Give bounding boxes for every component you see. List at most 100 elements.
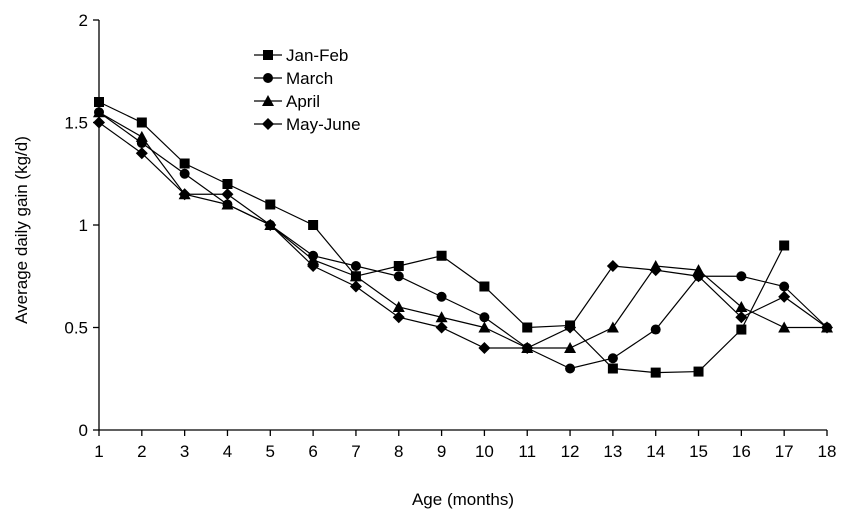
y-tick-label: 0.5 bbox=[64, 319, 88, 338]
x-tick-label: 15 bbox=[689, 442, 708, 461]
data-point-jan-feb bbox=[136, 117, 147, 128]
data-point-april bbox=[392, 301, 405, 312]
data-point-april bbox=[221, 198, 234, 210]
x-tick-label: 10 bbox=[475, 442, 494, 461]
data-point-may-june bbox=[93, 116, 105, 129]
series-jan-feb bbox=[94, 97, 790, 378]
data-point-may-june bbox=[564, 321, 577, 334]
data-point-jan-feb bbox=[265, 199, 276, 210]
data-point-may-june bbox=[264, 219, 277, 231]
x-axis-title: Age (months) bbox=[412, 490, 514, 509]
x-tick-label: 5 bbox=[266, 442, 275, 461]
y-tick-label: 1 bbox=[79, 216, 88, 235]
data-point-march bbox=[565, 363, 576, 374]
data-point-march bbox=[393, 271, 404, 282]
x-tick-label: 2 bbox=[137, 442, 146, 461]
data-point-jan-feb bbox=[222, 179, 233, 189]
axes: 00.511.521 2 3 4 5 6 7 8 9 10 11 12 13 14 15 16 17 18 bbox=[64, 11, 836, 461]
data-point-april bbox=[349, 270, 362, 282]
x-tick-label: 4 bbox=[223, 442, 232, 461]
legend-marker-may-june bbox=[262, 118, 274, 130]
data-point-may-june bbox=[135, 147, 148, 160]
data-point-may-june bbox=[692, 270, 705, 283]
series-march bbox=[94, 107, 832, 374]
data-point-march bbox=[179, 168, 190, 179]
data-point-april bbox=[93, 106, 105, 118]
y-tick-label: 0 bbox=[79, 421, 88, 440]
data-point-may-june bbox=[521, 342, 534, 354]
data-point-may-june bbox=[178, 188, 191, 201]
data-point-may-june bbox=[392, 311, 405, 324]
data-point-may-june bbox=[649, 264, 662, 277]
data-point-april bbox=[435, 311, 448, 323]
x-tick-label: 18 bbox=[818, 442, 837, 461]
series-line-march bbox=[98, 111, 828, 370]
x-tick-label: 12 bbox=[561, 442, 580, 461]
data-point-march bbox=[650, 324, 661, 335]
data-point-may-june bbox=[349, 280, 362, 293]
data-point-jan-feb bbox=[94, 97, 104, 107]
data-point-jan-feb bbox=[179, 158, 190, 169]
data-point-may-june bbox=[435, 321, 448, 334]
data-point-march bbox=[736, 271, 747, 282]
y-tick-label: 1.5 bbox=[64, 114, 88, 133]
legend-label-may-june: May-June bbox=[286, 115, 361, 134]
x-tick-label: 7 bbox=[351, 442, 360, 461]
legend-marker-jan-feb bbox=[263, 50, 273, 60]
data-point-april bbox=[735, 301, 748, 312]
data-point-jan-feb bbox=[436, 250, 447, 261]
data-point-may-june bbox=[307, 260, 320, 272]
x-tick-label: 6 bbox=[308, 442, 317, 461]
legend-label-march: March bbox=[286, 69, 333, 88]
data-point-jan-feb bbox=[393, 261, 404, 271]
series-layer bbox=[93, 97, 833, 378]
series-april bbox=[93, 106, 833, 353]
x-tick-label: 14 bbox=[646, 442, 665, 461]
x-tick-label: 16 bbox=[732, 442, 751, 461]
legend-label-jan-feb: Jan-Feb bbox=[286, 46, 348, 65]
data-point-may-june bbox=[735, 311, 748, 324]
series-line-may-june bbox=[98, 122, 828, 349]
data-point-jan-feb bbox=[522, 322, 533, 333]
data-point-may-june bbox=[606, 260, 619, 272]
x-tick-label: 11 bbox=[518, 442, 536, 461]
data-point-march bbox=[607, 353, 618, 364]
legend-marker-march bbox=[263, 73, 273, 83]
legend-label-april: April bbox=[286, 92, 320, 111]
x-tick-label: 13 bbox=[603, 442, 622, 461]
data-point-may-june bbox=[778, 290, 791, 303]
data-point-april bbox=[307, 253, 320, 265]
data-point-march bbox=[436, 291, 447, 302]
data-point-april bbox=[564, 342, 577, 353]
x-tick-label: 1 bbox=[94, 442, 103, 461]
legend-marker-april bbox=[262, 95, 274, 106]
data-point-march bbox=[350, 261, 361, 271]
x-tick-label: 3 bbox=[180, 442, 189, 461]
x-tick-label: 17 bbox=[775, 442, 794, 461]
data-point-jan-feb bbox=[650, 367, 661, 378]
y-tick-label: 2 bbox=[79, 11, 88, 30]
data-point-may-june bbox=[221, 188, 234, 201]
data-point-march bbox=[479, 312, 490, 323]
data-point-april bbox=[135, 130, 148, 142]
data-point-may-june bbox=[821, 321, 833, 334]
data-point-jan-feb bbox=[736, 324, 747, 335]
data-point-april bbox=[606, 321, 619, 333]
data-point-jan-feb bbox=[779, 240, 790, 251]
data-point-jan-feb bbox=[308, 220, 319, 230]
series-line-april bbox=[98, 111, 827, 349]
legend: Jan-Feb March April May-June bbox=[254, 46, 361, 134]
series-may-june bbox=[93, 116, 833, 354]
data-point-jan-feb bbox=[479, 281, 490, 292]
data-point-may-june bbox=[478, 342, 491, 354]
data-point-april bbox=[692, 264, 705, 276]
data-point-april bbox=[478, 321, 491, 333]
data-point-april bbox=[778, 321, 791, 333]
y-axis-title: Average daily gain (kg/d) bbox=[12, 136, 31, 324]
data-point-jan-feb bbox=[693, 366, 704, 377]
data-point-march bbox=[779, 281, 790, 292]
data-point-jan-feb bbox=[607, 363, 618, 374]
x-tick-label: 8 bbox=[394, 442, 403, 461]
x-tick-label: 9 bbox=[437, 442, 446, 461]
